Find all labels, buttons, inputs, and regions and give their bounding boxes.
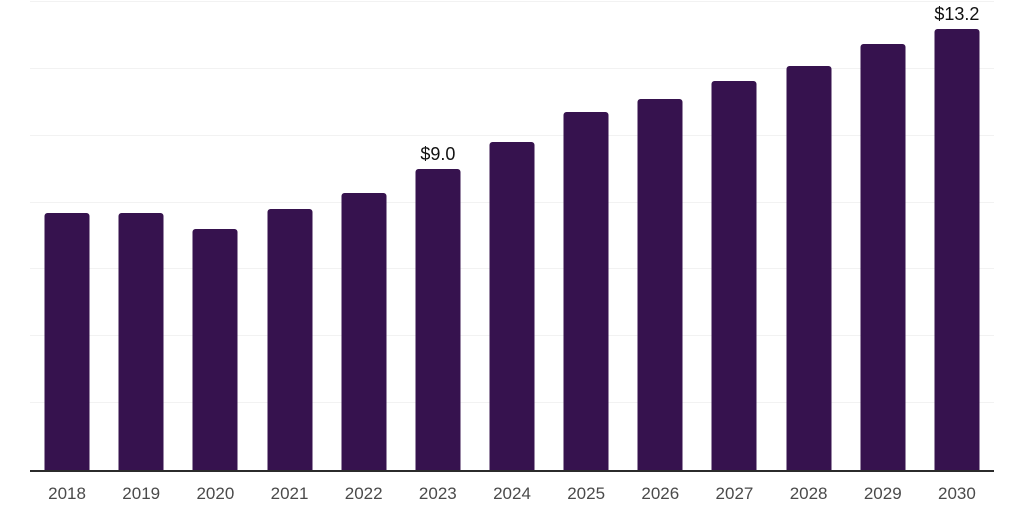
- gridline-14: [30, 1, 994, 2]
- x-tick-2029: 2029: [863, 484, 902, 503]
- x-tick-2020: 2020: [196, 484, 235, 503]
- bar-2019: [118, 212, 164, 470]
- x-tick-2023: 2023: [418, 484, 457, 503]
- bar-2024: [489, 142, 535, 470]
- x-tick-2019: 2019: [122, 484, 161, 503]
- gridline-12: [30, 67, 994, 69]
- bar-2025: [563, 112, 609, 470]
- bar-2020: [192, 229, 238, 470]
- x-tick-2021: 2021: [270, 484, 309, 503]
- x-tick-2030: 2030: [938, 484, 976, 503]
- bar-2028: [786, 65, 832, 470]
- bar-2021: [267, 209, 313, 470]
- bar-value-label-2030: $13.2: [934, 3, 980, 24]
- x-tick-2024: 2024: [493, 484, 531, 503]
- gridline-10: [30, 134, 994, 136]
- bar-value-label-2023: $9.0: [420, 144, 456, 165]
- bar-2026: [637, 98, 683, 470]
- bar-2022: [341, 192, 387, 470]
- bar-2029: [860, 43, 906, 470]
- plot-area: $9.0 $13.2: [30, 1, 994, 472]
- bar-2030: [934, 28, 980, 470]
- x-tick-2025: 2025: [567, 484, 606, 503]
- x-tick-2022: 2022: [344, 484, 383, 503]
- x-tick-2027: 2027: [715, 484, 754, 503]
- x-axis-labels: 2018 2019 2020 2021 2022 2023 2024 2025 2026 2027…: [30, 472, 994, 512]
- bar-2027: [711, 80, 757, 470]
- bar-2018: [44, 212, 90, 470]
- x-tick-2018: 2018: [48, 484, 86, 503]
- x-tick-2026: 2026: [641, 484, 680, 503]
- x-tick-2028: 2028: [789, 484, 828, 503]
- bar-2023: [415, 169, 461, 470]
